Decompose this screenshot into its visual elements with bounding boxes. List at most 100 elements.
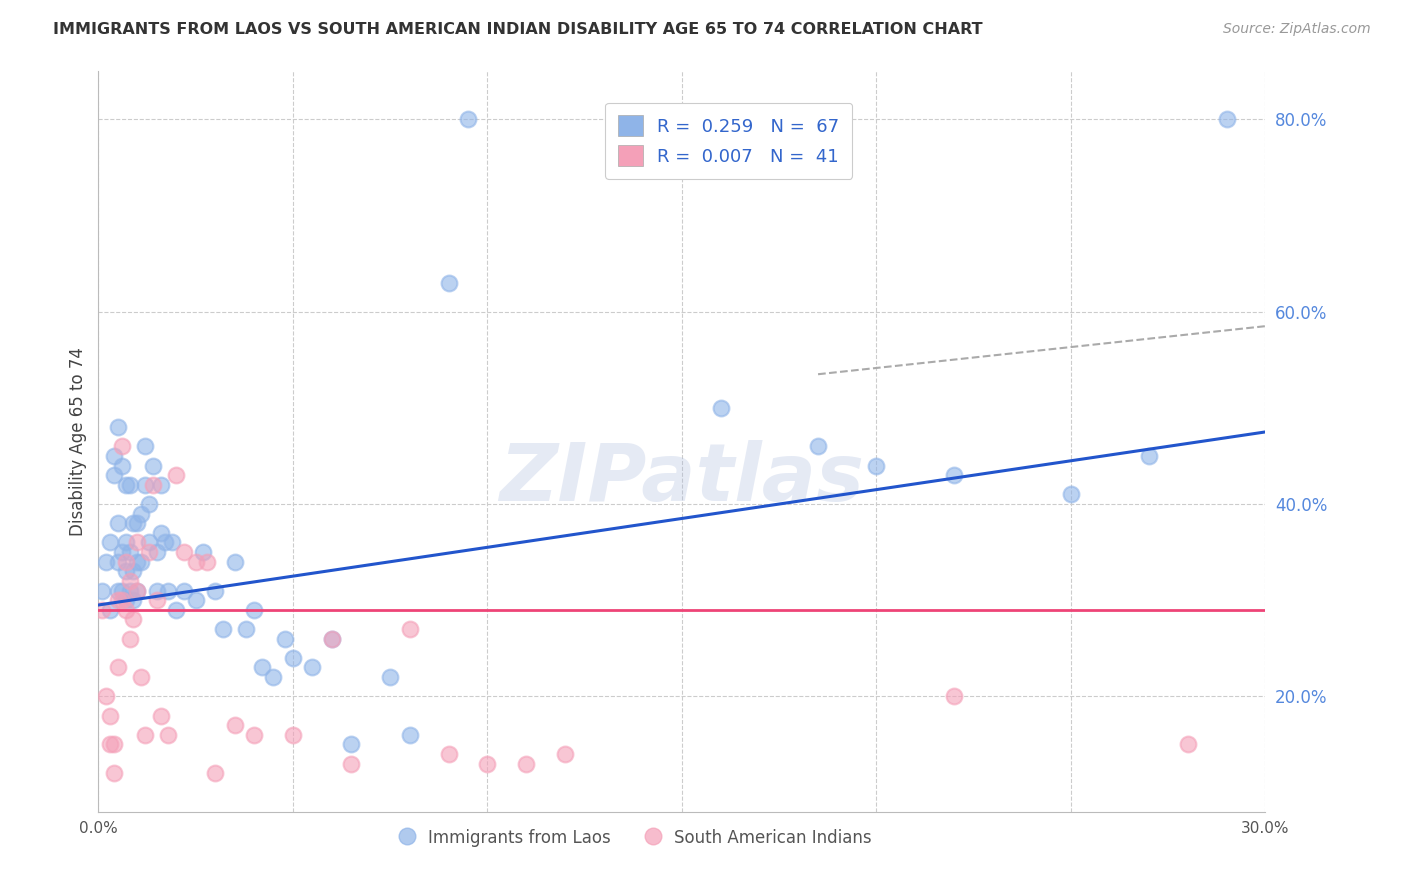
Point	[103, 738, 125, 752]
Point	[107, 420, 129, 434]
Point	[380, 670, 402, 684]
Point	[118, 632, 141, 646]
Point	[142, 458, 165, 473]
Point	[107, 516, 129, 531]
Point	[165, 603, 187, 617]
Point	[340, 756, 363, 771]
Point	[118, 583, 141, 598]
Point	[111, 583, 134, 598]
Point	[107, 593, 129, 607]
Point	[235, 622, 257, 636]
Point	[114, 603, 136, 617]
Point	[103, 468, 125, 483]
Point	[146, 583, 169, 598]
Point	[1060, 487, 1083, 501]
Point	[107, 555, 129, 569]
Point	[281, 651, 304, 665]
Point	[437, 276, 460, 290]
Point	[204, 766, 226, 780]
Point	[865, 458, 887, 473]
Point	[165, 468, 187, 483]
Point	[134, 478, 156, 492]
Point	[162, 535, 184, 549]
Point	[107, 583, 129, 598]
Point	[250, 660, 273, 674]
Point	[457, 112, 479, 127]
Point	[515, 756, 537, 771]
Point	[122, 565, 145, 579]
Point	[98, 603, 121, 617]
Point	[477, 756, 499, 771]
Point	[153, 535, 176, 549]
Point	[321, 632, 343, 646]
Point	[127, 535, 149, 549]
Point	[149, 708, 172, 723]
Point	[138, 497, 160, 511]
Point	[138, 535, 160, 549]
Point	[710, 401, 733, 415]
Text: ZIPatlas: ZIPatlas	[499, 440, 865, 517]
Point	[398, 622, 420, 636]
Point	[118, 574, 141, 588]
Point	[142, 478, 165, 492]
Legend: Immigrants from Laos, South American Indians: Immigrants from Laos, South American Ind…	[389, 821, 880, 855]
Point	[146, 593, 169, 607]
Point	[111, 545, 134, 559]
Point	[96, 555, 118, 569]
Point	[127, 583, 149, 598]
Point	[243, 728, 266, 742]
Point	[1215, 112, 1237, 127]
Text: IMMIGRANTS FROM LAOS VS SOUTH AMERICAN INDIAN DISABILITY AGE 65 TO 74 CORRELATIO: IMMIGRANTS FROM LAOS VS SOUTH AMERICAN I…	[53, 22, 983, 37]
Point	[195, 555, 218, 569]
Point	[98, 535, 121, 549]
Point	[114, 565, 136, 579]
Point	[204, 583, 226, 598]
Point	[103, 449, 125, 463]
Point	[122, 516, 145, 531]
Point	[96, 690, 118, 704]
Text: Source: ZipAtlas.com: Source: ZipAtlas.com	[1223, 22, 1371, 37]
Point	[173, 583, 195, 598]
Point	[114, 555, 136, 569]
Point	[118, 478, 141, 492]
Point	[122, 612, 145, 626]
Point	[224, 718, 246, 732]
Point	[224, 555, 246, 569]
Point	[157, 583, 180, 598]
Point	[281, 728, 304, 742]
Point	[127, 583, 149, 598]
Point	[321, 632, 343, 646]
Point	[127, 555, 149, 569]
Point	[262, 670, 284, 684]
Point	[134, 728, 156, 742]
Point	[146, 545, 169, 559]
Point	[138, 545, 160, 559]
Point	[943, 468, 966, 483]
Point	[437, 747, 460, 761]
Point	[193, 545, 215, 559]
Point	[149, 478, 172, 492]
Point	[129, 555, 152, 569]
Point	[173, 545, 195, 559]
Point	[157, 728, 180, 742]
Point	[398, 728, 420, 742]
Point	[129, 507, 152, 521]
Point	[1177, 738, 1199, 752]
Point	[107, 660, 129, 674]
Point	[114, 535, 136, 549]
Point	[103, 766, 125, 780]
Point	[212, 622, 235, 636]
Point	[134, 439, 156, 453]
Point	[98, 738, 121, 752]
Point	[118, 545, 141, 559]
Point	[127, 516, 149, 531]
Point	[554, 747, 576, 761]
Point	[943, 690, 966, 704]
Point	[91, 583, 114, 598]
Point	[807, 439, 830, 453]
Point	[111, 439, 134, 453]
Point	[274, 632, 297, 646]
Point	[184, 593, 207, 607]
Point	[301, 660, 323, 674]
Point	[111, 458, 134, 473]
